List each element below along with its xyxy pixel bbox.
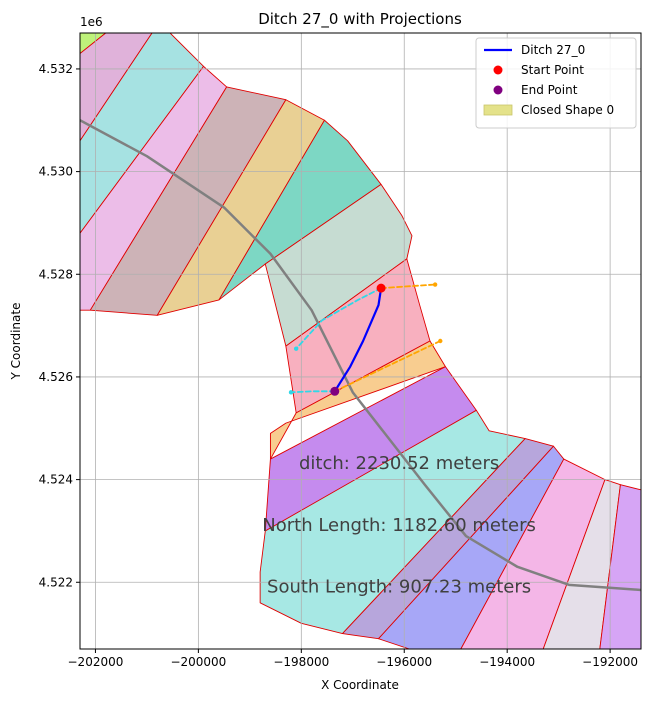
x-tick-label: −192000 xyxy=(582,655,638,669)
legend-swatch-closed-shape-0 xyxy=(483,104,513,116)
x-axis-label: X Coordinate xyxy=(321,678,399,692)
y-tick-label: 4.526 xyxy=(39,370,73,384)
region-segment-8 xyxy=(285,258,431,414)
region-segment-2 xyxy=(80,33,204,234)
x-tick-label: −198000 xyxy=(273,655,329,669)
series-south-extension xyxy=(333,340,442,393)
series-layer xyxy=(80,119,641,592)
series-centerline xyxy=(80,119,641,592)
y-tick-label: 4.522 xyxy=(39,575,73,589)
x-tick-label: −202000 xyxy=(68,655,124,669)
y-axis-label: Y Coordinate xyxy=(9,303,23,381)
annotation-1: North Length: 1182.60 meters xyxy=(262,515,536,536)
chart-title: Ditch 27_0 with Projections xyxy=(258,10,462,29)
annotation-0: ditch: 2230.52 meters xyxy=(299,453,499,474)
projection-endpoint xyxy=(293,346,299,351)
series-ditch-27-0 xyxy=(333,287,383,393)
region-segment-6 xyxy=(218,119,382,301)
legend: Ditch 27_0 Start Point End Point Closed Sha… xyxy=(475,37,637,129)
projection-endpoint xyxy=(438,338,443,344)
legend-label-start-point: Start Point xyxy=(521,63,584,77)
plot-area xyxy=(80,33,641,649)
series-south-projection xyxy=(290,390,336,394)
y-offset-label: 1e6 xyxy=(80,15,103,29)
y-tick-label: 4.528 xyxy=(39,267,73,281)
series-north-extension xyxy=(380,283,437,290)
annotation-2: South Length: 907.23 meters xyxy=(267,576,531,597)
legend-label-closed-shape-0: Closed Shape 0 xyxy=(521,103,614,117)
axes: −202000 −200000 −198000 −196000 −194000 −1920… xyxy=(39,62,638,669)
x-tick-label: −200000 xyxy=(170,655,226,669)
legend-label-ditch-27-0: Ditch 27_0 xyxy=(521,43,585,57)
legend-swatch-end-point xyxy=(493,85,503,95)
plot-frame xyxy=(79,32,642,650)
y-tick-label: 4.532 xyxy=(39,62,73,76)
legend-label-end-point: End Point xyxy=(521,83,578,97)
y-tick-label: 4.530 xyxy=(39,165,73,179)
legend-box xyxy=(475,37,637,129)
y-tick-label: 4.524 xyxy=(39,473,73,487)
start-point-marker xyxy=(376,283,386,293)
legend-swatch-start-point xyxy=(493,65,503,75)
x-tick-label: −196000 xyxy=(376,655,432,669)
end-point-marker xyxy=(330,386,340,396)
projection-endpoint xyxy=(288,390,294,395)
grid xyxy=(80,33,641,649)
projection-endpoint xyxy=(432,282,438,287)
series-north-projection xyxy=(295,287,382,350)
annotations: ditch: 2230.52 meters North Length: 1182.… xyxy=(262,453,536,597)
x-tick-label: −194000 xyxy=(479,655,535,669)
